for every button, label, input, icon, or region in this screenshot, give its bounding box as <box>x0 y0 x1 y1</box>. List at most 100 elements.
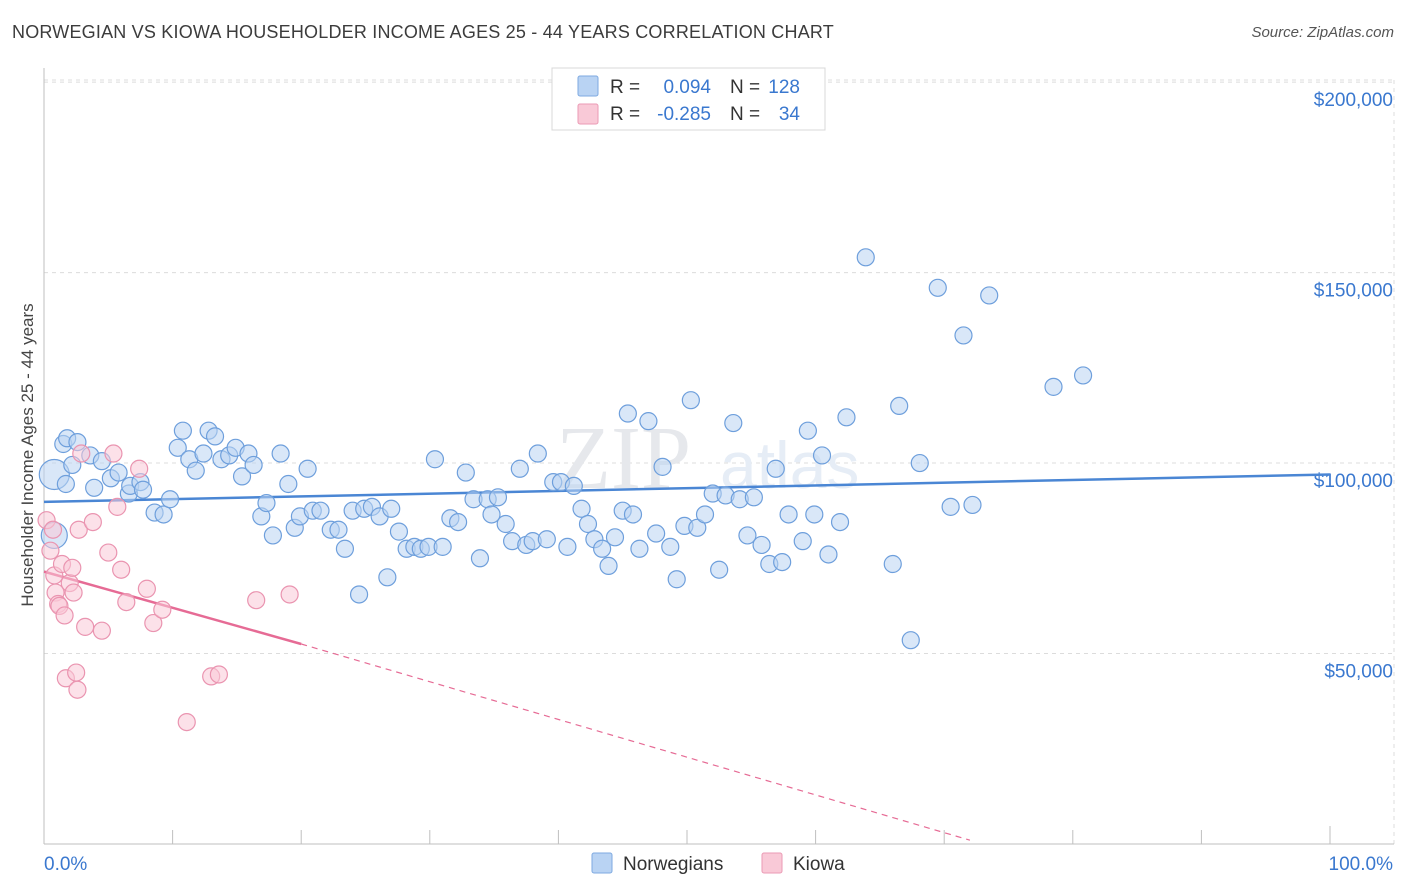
norwegian-point-113 <box>819 545 838 564</box>
kiowa-point-27 <box>144 613 163 633</box>
norwegian-point-127 <box>1073 366 1093 385</box>
norwegian-point-73 <box>537 530 556 549</box>
norwegian-point-57 <box>425 450 445 469</box>
norwegian-point-67 <box>496 514 515 534</box>
norwegian-point-44 <box>335 539 355 558</box>
kiowa-point-15 <box>69 520 88 539</box>
norwegian-point-114 <box>830 512 850 532</box>
y-tick-label-3: $200,000 <box>1314 90 1393 111</box>
norwegian-point-109 <box>793 532 812 551</box>
norwegian-point-90 <box>653 457 672 476</box>
norwegian-point-122 <box>941 497 960 516</box>
stats-n-label-kiowa: N = <box>730 104 760 125</box>
norwegian-point-123 <box>954 326 973 345</box>
kiowa-point-18 <box>83 512 102 532</box>
kiowa-point-31 <box>209 665 228 684</box>
legend-swatch-kiowa <box>761 852 783 874</box>
bottom-legend: Norwegians Kiowa <box>591 852 845 875</box>
norwegian-point-33 <box>257 493 276 513</box>
norwegian-point-94 <box>681 391 700 410</box>
watermark-atlas: atlas <box>720 428 859 502</box>
norwegian-point-111 <box>805 505 824 524</box>
norwegian-point-112 <box>812 446 832 465</box>
norwegian-point-3 <box>56 474 75 494</box>
stats-n-label-norwegians: N = <box>730 77 760 98</box>
stats-r-value-norwegians: 0.094 <box>663 77 711 98</box>
stats-n-value-kiowa: 34 <box>779 104 801 125</box>
norwegian-point-15 <box>133 480 153 499</box>
stats-r-label-kiowa: R = <box>610 104 640 125</box>
axes <box>43 68 1394 845</box>
norwegian-point-102 <box>738 526 757 545</box>
kiowa-point-2 <box>43 520 63 539</box>
kiowa-point-1 <box>41 541 60 560</box>
kiowa-point-19 <box>92 621 111 640</box>
norwegian-point-96 <box>695 505 715 524</box>
norwegian-point-118 <box>890 396 909 416</box>
stats-legend: R = 0.094 N = 128 R = -0.285 N = 34 <box>551 67 826 131</box>
kiowa-point-17 <box>76 617 95 636</box>
norwegian-point-108 <box>779 505 798 524</box>
norwegian-point-20 <box>173 421 192 440</box>
norwegian-point-39 <box>298 459 317 478</box>
kiowa-point-29 <box>177 712 196 732</box>
norwegian-point-19 <box>168 438 187 457</box>
norwegian-point-92 <box>667 570 686 589</box>
kiowa-point-32 <box>247 591 266 610</box>
x-tick-label-min: 0.0% <box>44 854 87 875</box>
kiowa-point-23 <box>112 560 131 579</box>
norwegian-point-115 <box>837 408 856 427</box>
y-tick-label-1: $100,000 <box>1314 471 1393 492</box>
norwegian-point-116 <box>856 248 875 267</box>
stats-swatch-kiowa <box>577 103 599 125</box>
norwegian-point-87 <box>630 539 649 558</box>
norwegian-point-98 <box>710 560 729 579</box>
trend-line-norwegians <box>43 473 1331 504</box>
norwegian-point-69 <box>510 459 529 478</box>
norwegian-point-88 <box>639 412 658 431</box>
legend-label-norwegians: Norwegians <box>623 854 723 875</box>
chart-title: NORWEGIAN VS KIOWA HOUSEHOLDER INCOME AG… <box>12 22 834 42</box>
norwegian-point-77 <box>564 476 583 496</box>
norwegian-point-81 <box>593 539 612 558</box>
norwegian-point-22 <box>186 461 205 480</box>
kiowa-point-20 <box>99 543 118 562</box>
norwegian-point-125 <box>980 286 999 305</box>
norwegian-point-25 <box>205 427 225 446</box>
kiowa-point-28 <box>153 600 172 619</box>
trend-lines <box>43 473 1331 841</box>
kiowa-point-26 <box>137 579 156 598</box>
norwegian-point-82 <box>599 556 618 576</box>
norwegian-point-126 <box>1044 377 1063 396</box>
norwegian-point-58 <box>433 537 452 556</box>
norwegian-point-8 <box>85 478 104 497</box>
norwegian-point-51 <box>382 499 401 518</box>
norwegian-point-124 <box>963 495 982 515</box>
kiowa-point-24 <box>117 592 136 612</box>
kiowa-point-12 <box>64 583 83 602</box>
norwegian-point-110 <box>798 421 817 440</box>
norwegian-point-23 <box>194 444 213 463</box>
norwegian-point-104 <box>752 535 771 555</box>
norwegian-point-103 <box>744 488 763 507</box>
stats-r-label-norwegians: R = <box>610 77 640 98</box>
norwegians-points <box>38 248 1093 650</box>
norwegian-point-117 <box>883 554 902 574</box>
x-tick-labels: 0.0% 100.0% <box>44 854 1393 875</box>
norwegian-point-120 <box>910 453 929 473</box>
norwegian-point-86 <box>623 505 643 524</box>
norwegian-point-29 <box>232 467 252 486</box>
y-tick-label-2: $150,000 <box>1314 281 1393 302</box>
norwegian-point-35 <box>271 444 290 463</box>
norwegian-point-89 <box>647 524 666 543</box>
kiowa-point-33 <box>280 585 299 604</box>
trend-line-kiowa <box>43 570 302 646</box>
kiowa-points <box>37 444 299 732</box>
norwegian-point-106 <box>766 459 785 478</box>
watermark: ZIP atlas <box>556 409 859 508</box>
norwegian-point-61 <box>456 463 475 482</box>
kiowa-point-22 <box>108 497 127 516</box>
norwegian-point-52 <box>389 522 409 541</box>
norwegian-point-43 <box>329 520 348 539</box>
